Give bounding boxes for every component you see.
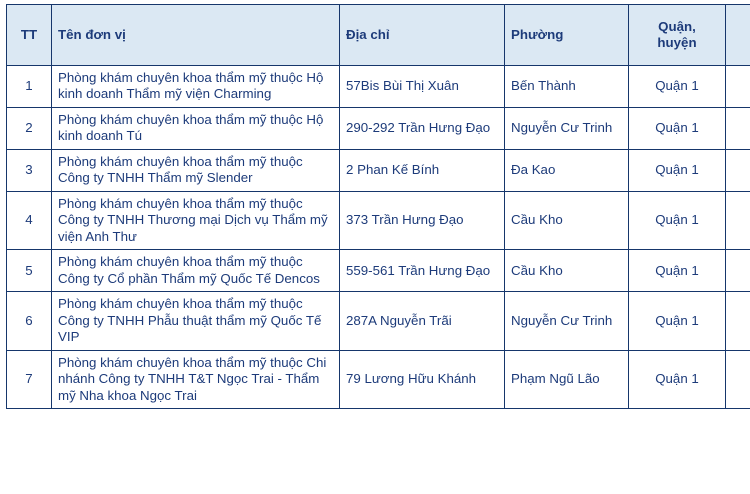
cell-score: 2,14 [725, 190, 750, 251]
cell-address: 2 Phan Kế Bính [339, 148, 505, 192]
cell-address: 79 Lương Hữu Khánh [339, 349, 505, 410]
column-header-district: Quận, huyện [628, 4, 726, 66]
cell-district: Quận 1 [628, 190, 726, 251]
cell-district: Quận 1 [628, 148, 726, 192]
cell-ward: Đa Kao [504, 148, 629, 192]
table-header: TT Tên đơn vị Địa chỉ Phường Quận, huyện… [6, 4, 750, 66]
cell-score: 3,07 [725, 106, 750, 150]
column-header-address: Địa chỉ [339, 4, 505, 66]
table-row: 3 Phòng khám chuyên khoa thẩm mỹ thuộc Cô… [6, 148, 750, 192]
cell-index: 7 [6, 349, 52, 410]
cell-address: 57Bis Bùi Thị Xuân [339, 65, 505, 108]
table-row: 6 Phòng khám chuyên khoa thẩm mỹ thuộc Cô… [6, 291, 750, 351]
cell-index: 6 [6, 291, 52, 351]
cell-name: Phòng khám chuyên khoa thẩm mỹ thuộc Côn… [51, 249, 340, 293]
cell-index: 2 [6, 106, 52, 150]
column-header-name: Tên đơn vị [51, 4, 340, 66]
cell-district: Quận 1 [628, 291, 726, 351]
cell-index: 1 [6, 65, 52, 108]
cell-ward: Bến Thành [504, 65, 629, 108]
cell-name: Phòng khám chuyên khoa thẩm mỹ thuộc Hộ … [51, 65, 340, 108]
cell-ward: Cầu Kho [504, 249, 629, 293]
table-row: 5 Phòng khám chuyên khoa thẩm mỹ thuộc Cô… [6, 249, 750, 293]
cell-name: Phòng khám chuyên khoa thẩm mỹ thuộc Hộ … [51, 106, 340, 150]
column-header-score: Điểm trung bình [725, 4, 750, 66]
cell-index: 3 [6, 148, 52, 192]
column-header-ward: Phường [504, 4, 629, 66]
cell-district: Quận 1 [628, 349, 726, 410]
cell-score: 2,00 [725, 249, 750, 293]
cell-score: 1,71 [725, 291, 750, 351]
cell-address: 559-561 Trần Hưng Đạo [339, 249, 505, 293]
cell-index: 4 [6, 190, 52, 251]
table-header-row: TT Tên đơn vị Địa chỉ Phường Quận, huyện… [6, 4, 750, 66]
cell-address: 287A Nguyễn Trãi [339, 291, 505, 351]
table-row: 4 Phòng khám chuyên khoa thẩm mỹ thuộc Cô… [6, 190, 750, 251]
cell-district: Quận 1 [628, 65, 726, 108]
table-body: 1 Phòng khám chuyên khoa thẩm mỹ thuộc Hộ… [6, 65, 750, 410]
cell-ward: Phạm Ngũ Lão [504, 349, 629, 410]
cell-score: 2,79 [725, 148, 750, 192]
column-header-district-line1: Quận, [658, 18, 696, 34]
table-row: 2 Phòng khám chuyên khoa thẩm mỹ thuộc Hộ… [6, 106, 750, 150]
cell-district: Quận 1 [628, 106, 726, 150]
cell-name: Phòng khám chuyên khoa thẩm mỹ thuộc Chi… [51, 349, 340, 410]
cell-name: Phòng khám chuyên khoa thẩm mỹ thuộc Côn… [51, 291, 340, 351]
cell-district: Quận 1 [628, 249, 726, 293]
table-row: 1 Phòng khám chuyên khoa thẩm mỹ thuộc Hộ… [6, 65, 750, 108]
column-header-tt: TT [6, 4, 52, 66]
cell-score: 3,21 [725, 65, 750, 108]
clinic-ratings-table: TT Tên đơn vị Địa chỉ Phường Quận, huyện… [6, 4, 750, 410]
cell-address: 290-292 Trần Hưng Đạo [339, 106, 505, 150]
cell-ward: Cầu Kho [504, 190, 629, 251]
clinic-ratings-table-container: TT Tên đơn vị Địa chỉ Phường Quận, huyện… [6, 4, 750, 410]
column-header-district-line2: huyện [657, 35, 697, 50]
cell-name: Phòng khám chuyên khoa thẩm mỹ thuộc Côn… [51, 148, 340, 192]
cell-ward: Nguyễn Cư Trinh [504, 106, 629, 150]
cell-score: 1,43 [725, 349, 750, 410]
cell-name: Phòng khám chuyên khoa thẩm mỹ thuộc Côn… [51, 190, 340, 251]
cell-ward: Nguyễn Cư Trinh [504, 291, 629, 351]
cell-address: 373 Trần Hưng Đạo [339, 190, 505, 251]
cell-index: 5 [6, 249, 52, 293]
table-row: 7 Phòng khám chuyên khoa thẩm mỹ thuộc Ch… [6, 349, 750, 410]
